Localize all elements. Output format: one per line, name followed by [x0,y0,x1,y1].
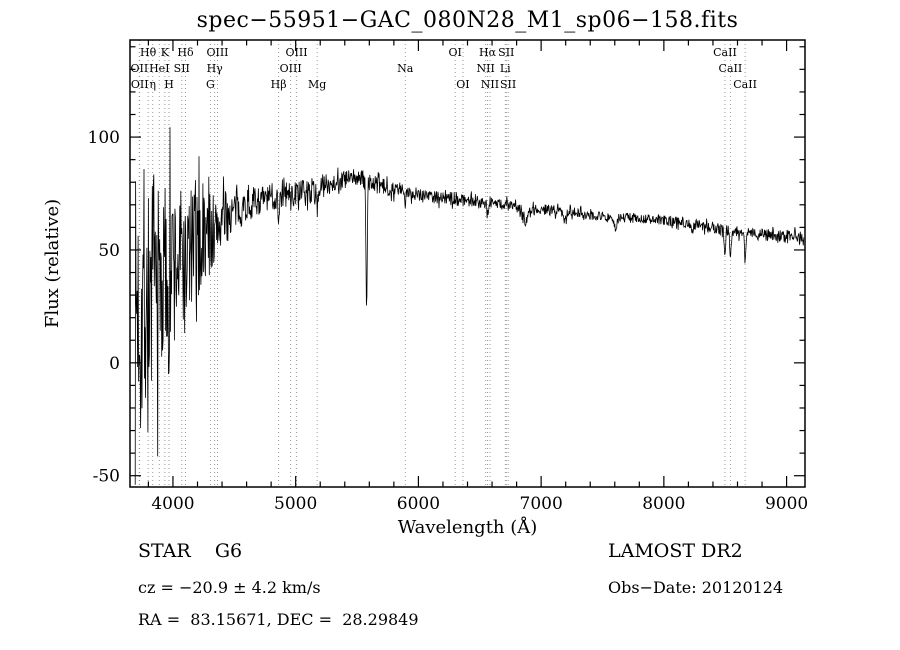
axis-ticks [130,40,805,487]
y-tick-label: -50 [93,467,120,487]
y-tick-label: 100 [88,128,120,148]
line-label: NII [476,62,494,75]
line-label: CaII [719,62,743,75]
line-label: SII [498,46,514,59]
plot-frame [129,39,806,488]
line-label: Hβ [271,78,287,91]
line-label: OI [456,78,469,91]
x-tick-label: 8000 [642,494,685,514]
spectral-line-markers [138,40,746,487]
line-label: OIII [286,46,308,59]
plot-title: spec−55951−GAC_080N28_M1_sp06−158.fits [196,8,739,33]
ra-dec-value: RA = 83.15671, DEC = 28.29849 [138,610,419,629]
line-label: CaII [713,46,737,59]
line-label: OIII [206,46,228,59]
y-tick-label: 0 [109,354,120,374]
tick-labels: 4000 5000 6000 7000 8000 9000 -50 0 50 100 [88,128,809,514]
survey-label: LAMOST DR2 [608,540,743,562]
object-class-label: STAR G6 [138,540,243,562]
line-label: Li [500,62,511,75]
axis-titles: Wavelength (Å) Flux (relative) [42,199,537,538]
line-label: SII [500,78,516,91]
line-label: OII [130,62,148,75]
y-tick-label: 50 [98,241,120,261]
line-label: H [164,78,174,91]
line-label: CaII [733,78,757,91]
line-label: OI [449,46,462,59]
spectrum-trace [134,127,805,485]
line-label: OII [131,78,149,91]
line-label: Hθ [140,46,157,59]
x-tick-label: 7000 [520,494,563,514]
line-label: HeI [149,62,169,75]
cz-value: cz = −20.9 ± 4.2 km/s [138,578,321,597]
line-label: η [149,78,156,91]
line-label: K [161,46,170,59]
line-label: G [206,78,215,91]
x-tick-label: 4000 [151,494,194,514]
y-axis-label: Flux (relative) [42,199,63,328]
line-label: Hγ [207,62,224,75]
x-tick-label: 6000 [397,494,440,514]
x-axis-label: Wavelength (Å) [398,516,538,538]
obs-date-value: Obs−Date: 20120124 [608,578,784,597]
line-label: Mg [308,78,326,91]
line-label: Hα [479,46,497,59]
x-tick-label: 5000 [274,494,317,514]
line-label: SII [174,62,190,75]
line-label: Hδ [177,46,194,59]
line-label: NII [481,78,499,91]
line-label: Na [397,62,414,75]
x-tick-label: 9000 [765,494,808,514]
line-label: OIII [280,62,302,75]
